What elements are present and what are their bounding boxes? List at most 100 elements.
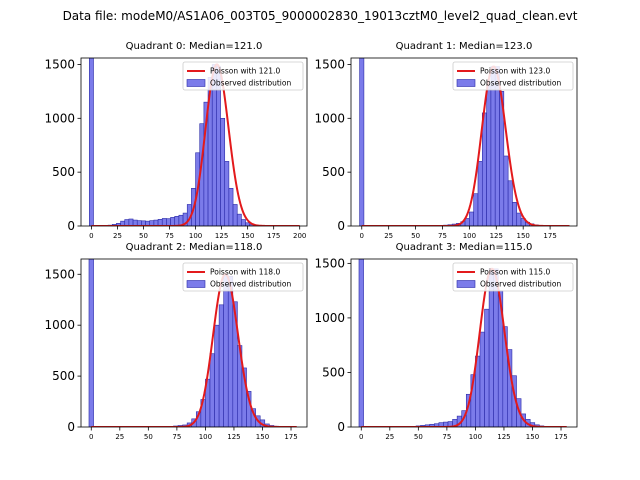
histogram-bar (512, 202, 518, 226)
axes-frame (350, 57, 578, 227)
subplot-title: Quadrant 2: Median=118.0 (126, 242, 263, 253)
histogram-bar (89, 58, 94, 226)
histogram-bar (166, 218, 171, 226)
x-tick-label: 150 (241, 232, 254, 240)
x-tick-label: 50 (414, 433, 423, 441)
x-tick-label: 0 (89, 232, 93, 240)
poisson-curve (361, 267, 567, 427)
x-tick-label: 75 (165, 232, 174, 240)
x-tick-label: 175 (543, 232, 556, 240)
histogram-bar (507, 180, 513, 226)
y-tick-label: 0 (337, 219, 345, 233)
y-tick-label: 500 (52, 369, 75, 383)
legend-label: Poisson with 123.0 (480, 67, 550, 76)
histogram-bar (214, 324, 220, 427)
legend-label: Poisson with 121.0 (210, 67, 280, 76)
y-tick-label: 1000 (314, 311, 345, 325)
x-tick-label: 125 (215, 232, 228, 240)
y-tick-label: 500 (322, 165, 345, 179)
x-tick-label: 100 (189, 232, 202, 240)
histogram-bar (490, 66, 496, 226)
poisson-curve (361, 65, 570, 226)
subplot-quadrant-0: Quadrant 0: Median=121.0 0 500 1000 1500 0 25 5… (44, 41, 308, 240)
histogram-bar (359, 58, 365, 226)
x-tick-label: 150 (517, 232, 530, 240)
x-tick-label: 125 (490, 232, 503, 240)
x-tick-label: 50 (411, 232, 420, 240)
x-tick-label: 150 (256, 433, 269, 441)
legend-label: Poisson with 115.0 (480, 268, 550, 277)
x-tick-label: 150 (526, 433, 539, 441)
histogram-bar (220, 118, 226, 226)
x-tick-label: 175 (284, 433, 297, 441)
x-tick-label: 0 (89, 433, 93, 441)
histogram-bar (245, 222, 251, 226)
x-tick-label: 175 (554, 433, 567, 441)
axes-frame (350, 258, 578, 428)
histogram-bar (469, 211, 474, 226)
histogram-bar (503, 155, 509, 226)
legend-patch-swatch (456, 280, 476, 288)
subplot-quadrant-1: Quadrant 1: Median=123.0 0 500 1000 1500 0 25 5… (314, 41, 578, 240)
x-tick-label: 50 (139, 232, 148, 240)
subplot-title: Quadrant 1: Median=123.0 (396, 41, 533, 52)
x-tick-label: 25 (113, 232, 122, 240)
subplot-title: Quadrant 0: Median=121.0 (126, 41, 263, 52)
histogram-bar (170, 217, 176, 226)
legend-box (182, 262, 304, 292)
x-tick-label: 50 (144, 433, 153, 441)
histogram-bar (224, 161, 230, 226)
plot-area (359, 58, 570, 226)
x-tick-label: 75 (172, 433, 181, 441)
legend-box (182, 61, 304, 91)
x-tick-label: 0 (360, 232, 364, 240)
histogram-bar (358, 259, 364, 427)
y-tick-label: 0 (337, 420, 345, 434)
y-tick-label: 1000 (44, 318, 75, 332)
y-tick-label: 500 (322, 365, 345, 379)
x-tick-label: 25 (115, 433, 124, 441)
x-tick-label: 200 (293, 232, 306, 240)
plot-area (89, 58, 300, 226)
y-tick-label: 1500 (314, 57, 345, 71)
figure-suptitle: Data file: modeM0/AS1A06_003T05_90000028… (63, 9, 578, 23)
histogram-bar (128, 218, 134, 226)
y-tick-label: 0 (67, 219, 75, 233)
y-tick-label: 500 (52, 165, 75, 179)
legend: Poisson with 118.0 Observed distribution (182, 262, 304, 292)
histogram-bar (161, 218, 167, 226)
x-tick-label: 75 (438, 232, 447, 240)
histogram-bar (236, 213, 242, 226)
histogram-bar (232, 204, 238, 226)
legend-patch-swatch (186, 79, 206, 87)
subplot-quadrant-3: Quadrant 3: Median=115.0 0 500 1000 1500 0 25 5… (314, 242, 578, 441)
x-tick-label: 125 (227, 433, 240, 441)
histogram-bar (479, 331, 485, 427)
legend-label: Poisson with 118.0 (210, 268, 280, 277)
legend: Poisson with 123.0 Observed distribution (452, 61, 574, 91)
legend-box (452, 262, 574, 292)
y-tick-label: 1500 (44, 267, 75, 281)
legend: Poisson with 121.0 Observed distribution (182, 61, 304, 91)
x-tick-label: 25 (385, 433, 394, 441)
histogram-bar (228, 188, 234, 226)
legend-box (452, 61, 574, 91)
x-tick-label: 100 (199, 433, 212, 441)
x-tick-label: 100 (469, 433, 482, 441)
subplot-quadrant-2: Quadrant 2: Median=118.0 0 500 1000 1500 0 25 5… (44, 242, 308, 441)
histogram-bar (223, 273, 229, 427)
legend-label: Observed distribution (210, 79, 291, 88)
histogram-bar (157, 219, 163, 226)
y-tick-label: 1000 (314, 111, 345, 125)
x-tick-label: 25 (384, 232, 393, 240)
x-tick-label: 0 (359, 433, 363, 441)
axes-frame (80, 258, 308, 428)
legend: Poisson with 115.0 Observed distribution (452, 262, 574, 292)
x-tick-label: 125 (497, 433, 510, 441)
y-tick-label: 1000 (44, 111, 75, 125)
histogram-bar (516, 212, 522, 226)
histogram-bar (216, 66, 221, 226)
histogram-bar (494, 66, 500, 226)
histogram-bar (488, 268, 494, 427)
